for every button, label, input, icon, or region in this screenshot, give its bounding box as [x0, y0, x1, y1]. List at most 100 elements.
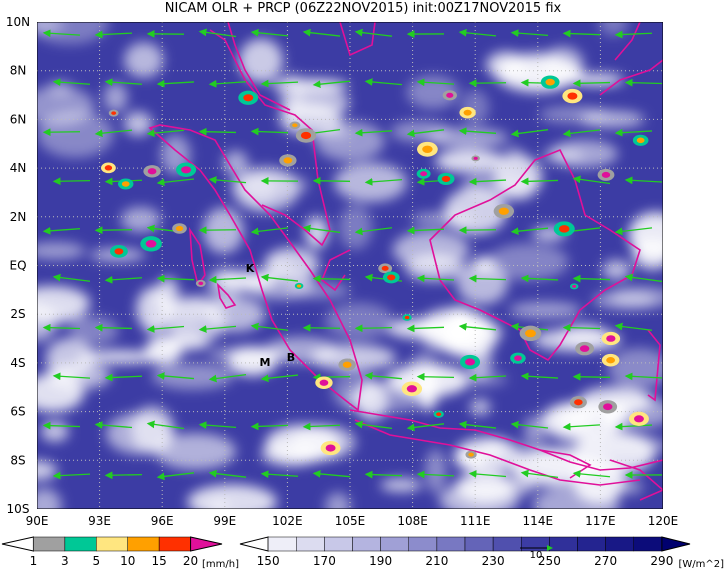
cloud	[632, 238, 663, 270]
rain-core	[498, 207, 509, 215]
colorbar-segment	[577, 536, 606, 552]
wind-arrow	[520, 469, 559, 478]
wind-arrow	[208, 275, 247, 284]
lon-label: 105E	[335, 514, 366, 528]
cloud	[505, 477, 531, 496]
colorbar-segment	[352, 536, 381, 552]
rain-core	[319, 379, 329, 386]
wind-arrow	[354, 28, 393, 37]
colorbar-label: 10	[120, 554, 135, 568]
wind-arrow	[104, 78, 143, 87]
cloud	[542, 46, 584, 81]
cloud	[523, 415, 547, 436]
rain-core	[406, 385, 417, 393]
colorbar-label: 250	[538, 554, 561, 568]
coastline	[599, 59, 663, 96]
cloud	[40, 421, 69, 442]
colorbar-segment	[33, 536, 66, 552]
rain-core	[243, 94, 254, 102]
rain-core	[198, 281, 204, 286]
wind-arrow	[208, 79, 247, 88]
title: NICAM OLR + PRCP (06Z22NOV2015) init:00Z…	[165, 1, 562, 16]
wind-arrow	[42, 323, 81, 332]
cloud	[439, 481, 519, 509]
cloud	[284, 282, 351, 299]
rain-core	[292, 123, 298, 128]
cloud	[124, 42, 164, 78]
wind-arrow	[42, 226, 81, 235]
rain-core	[634, 415, 644, 423]
wind-arrow	[468, 373, 507, 382]
wind-arrow	[156, 472, 195, 481]
wind-arrow	[520, 372, 559, 381]
wind-arrow	[614, 322, 653, 331]
colorbar-label: 190	[369, 554, 392, 568]
rain-core	[147, 168, 157, 175]
colorbar-segment	[64, 536, 97, 552]
place-label: M	[260, 356, 271, 369]
coastline	[349, 409, 663, 471]
rain-core	[387, 274, 396, 281]
lat-label: 4N	[10, 161, 27, 175]
cloud	[37, 285, 91, 321]
colorbar-label: 270	[594, 554, 617, 568]
cloud	[539, 105, 610, 124]
wind-arrow	[624, 176, 663, 185]
cloud	[37, 460, 58, 481]
wind-arrow	[260, 273, 299, 282]
colorbar-label: 3	[61, 554, 69, 568]
colorbar-segment	[605, 536, 634, 552]
rain-core	[422, 145, 433, 153]
cloud	[405, 253, 464, 282]
wind-arrow	[354, 324, 393, 333]
rain-core	[567, 92, 578, 100]
wind-arrow	[42, 29, 81, 38]
wind-arrow	[572, 372, 611, 381]
wind-arrow	[302, 422, 341, 431]
wind-arrow	[614, 30, 653, 39]
wind-arrow	[104, 471, 143, 480]
wind-arrow	[572, 175, 611, 185]
wind-arrow	[416, 470, 455, 479]
colorbar-end	[239, 536, 269, 552]
rain-core	[283, 157, 293, 164]
cloud	[265, 424, 341, 463]
cloud	[304, 216, 329, 249]
rain-core	[603, 403, 613, 411]
wind-arrow	[94, 226, 133, 235]
wind-arrow	[52, 372, 91, 381]
rain-core	[525, 329, 536, 338]
cloud	[606, 395, 663, 429]
wind-arrow	[208, 176, 247, 184]
rain-core	[114, 248, 124, 255]
colorbar-segment	[464, 536, 494, 552]
lon-label: 114E	[523, 514, 554, 528]
cloud	[37, 22, 109, 45]
cloud	[602, 259, 631, 280]
rain-core	[381, 265, 389, 271]
wind-arrow	[312, 176, 351, 185]
coastline	[609, 459, 663, 501]
colorbar-end	[1, 536, 34, 552]
rain-core	[606, 335, 616, 342]
rain-core	[300, 131, 312, 140]
lon-label: 99E	[213, 514, 236, 528]
wind-arrow	[416, 372, 455, 381]
wind-arrow	[198, 325, 237, 333]
cloud	[454, 437, 522, 474]
lat-label: 8S	[10, 453, 25, 467]
cloud	[103, 82, 128, 112]
cloud	[204, 296, 266, 332]
precip-colorbar: 1 3 5 10 15 20 [mm/h]	[1, 536, 239, 570]
colorbar-segment	[633, 536, 663, 552]
colorbar-end	[190, 536, 223, 552]
rain-core	[441, 175, 451, 182]
cloud	[45, 362, 111, 390]
wind-arrow	[260, 79, 299, 88]
wind-arrow	[156, 178, 195, 187]
cloud	[203, 207, 244, 254]
wind-arrow	[52, 177, 91, 186]
cloud	[143, 314, 204, 343]
